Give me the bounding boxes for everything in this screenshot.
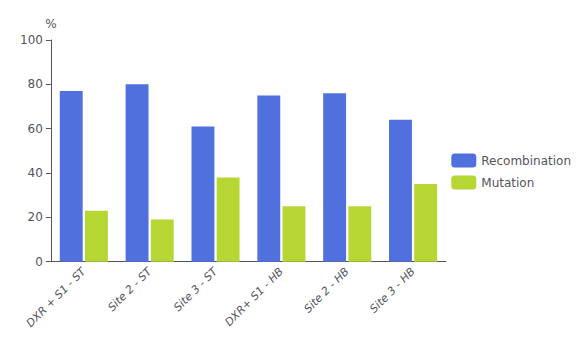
svg-text:Site 2 - ST: Site 2 - ST: [105, 264, 155, 314]
svg-text:Site 3 - HB: Site 3 - HB: [367, 265, 417, 315]
svg-text:DXR+ S1 - HB: DXR+ S1 - HB: [222, 265, 286, 329]
svg-text:Recombination: Recombination: [481, 154, 571, 168]
svg-text:Site 2 - HB: Site 2 - HB: [301, 265, 351, 315]
svg-text:DXR + S1 - ST: DXR + S1 - ST: [24, 264, 90, 330]
svg-text:80: 80: [28, 77, 43, 91]
svg-text:0: 0: [35, 255, 43, 269]
svg-text:Mutation: Mutation: [481, 176, 534, 190]
svg-text:20: 20: [28, 210, 43, 224]
svg-text:100: 100: [20, 33, 43, 47]
svg-text:40: 40: [28, 166, 43, 180]
svg-text:%: %: [45, 17, 56, 31]
svg-text:Site 3 - ST: Site 3 - ST: [171, 264, 221, 314]
svg-text:60: 60: [28, 122, 43, 136]
